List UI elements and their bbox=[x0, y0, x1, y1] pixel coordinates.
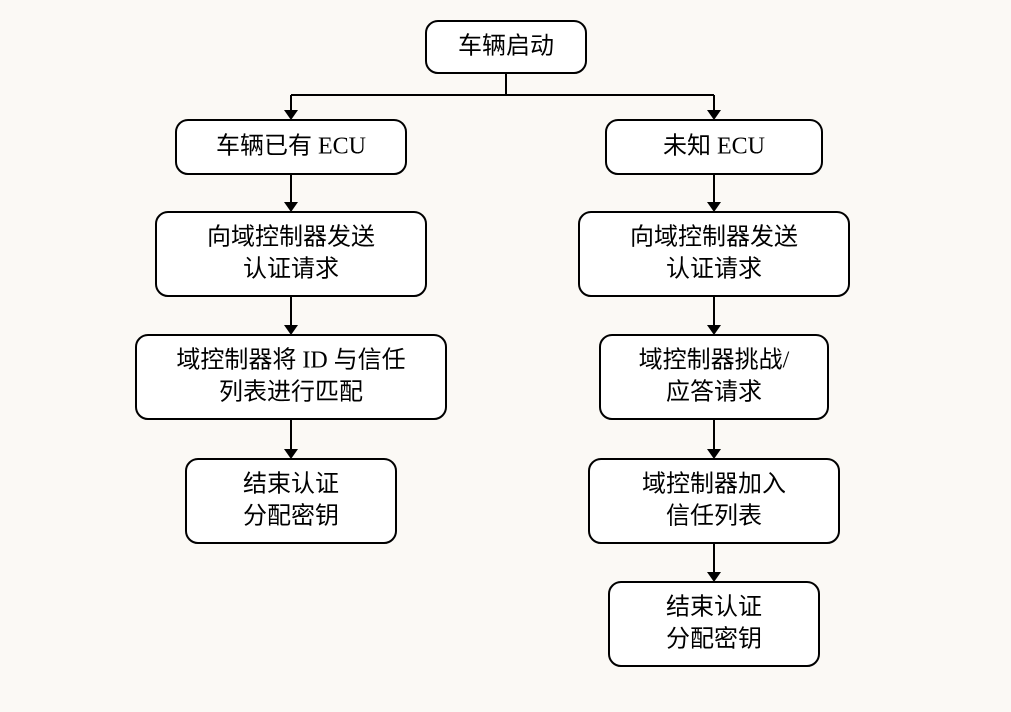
arrow-head bbox=[707, 202, 721, 212]
flow-node-r5: 结束认证分配密钥 bbox=[609, 582, 819, 666]
node-label: 车辆启动 bbox=[458, 33, 554, 60]
arrow-head bbox=[707, 110, 721, 120]
node-label: 分配密钥 bbox=[666, 625, 762, 652]
flow-node-l2: 向域控制器发送认证请求 bbox=[156, 212, 426, 296]
arrow-head bbox=[284, 110, 298, 120]
node-label: 认证请求 bbox=[243, 255, 339, 282]
node-label: 信任列表 bbox=[666, 502, 762, 529]
flow-node-l3: 域控制器将 ID 与信任列表进行匹配 bbox=[136, 335, 446, 419]
flow-node-r3: 域控制器挑战/应答请求 bbox=[600, 335, 828, 419]
node-label: 域控制器加入 bbox=[642, 471, 786, 498]
arrow-head bbox=[284, 202, 298, 212]
node-label: 域控制器挑战/ bbox=[639, 347, 790, 374]
arrow-head bbox=[284, 325, 298, 335]
flow-node-r2: 向域控制器发送认证请求 bbox=[579, 212, 849, 296]
node-label: 结束认证 bbox=[666, 594, 762, 621]
arrow-head bbox=[707, 449, 721, 459]
node-label: 认证请求 bbox=[666, 255, 762, 282]
flow-node-r4: 域控制器加入信任列表 bbox=[589, 459, 839, 543]
node-label: 列表进行匹配 bbox=[219, 378, 363, 405]
flow-node-r1: 未知 ECU bbox=[606, 120, 822, 174]
node-label: 向域控制器发送 bbox=[207, 224, 375, 251]
node-label: 向域控制器发送 bbox=[630, 224, 798, 251]
node-label: 车辆已有 ECU bbox=[216, 133, 366, 160]
node-label: 应答请求 bbox=[666, 378, 762, 405]
flow-node-l4: 结束认证分配密钥 bbox=[186, 459, 396, 543]
node-label: 结束认证 bbox=[243, 471, 339, 498]
nodes-layer: 车辆启动车辆已有 ECU未知 ECU向域控制器发送认证请求向域控制器发送认证请求… bbox=[136, 21, 849, 666]
arrow-head bbox=[284, 449, 298, 459]
flow-node-start: 车辆启动 bbox=[426, 21, 586, 73]
node-label: 分配密钥 bbox=[243, 502, 339, 529]
flowchart: 车辆启动车辆已有 ECU未知 ECU向域控制器发送认证请求向域控制器发送认证请求… bbox=[0, 0, 1011, 712]
node-label: 未知 ECU bbox=[663, 133, 765, 160]
arrow-head bbox=[707, 325, 721, 335]
node-label: 域控制器将 ID 与信任 bbox=[176, 347, 405, 374]
arrow-head bbox=[707, 572, 721, 582]
flow-node-l1: 车辆已有 ECU bbox=[176, 120, 406, 174]
